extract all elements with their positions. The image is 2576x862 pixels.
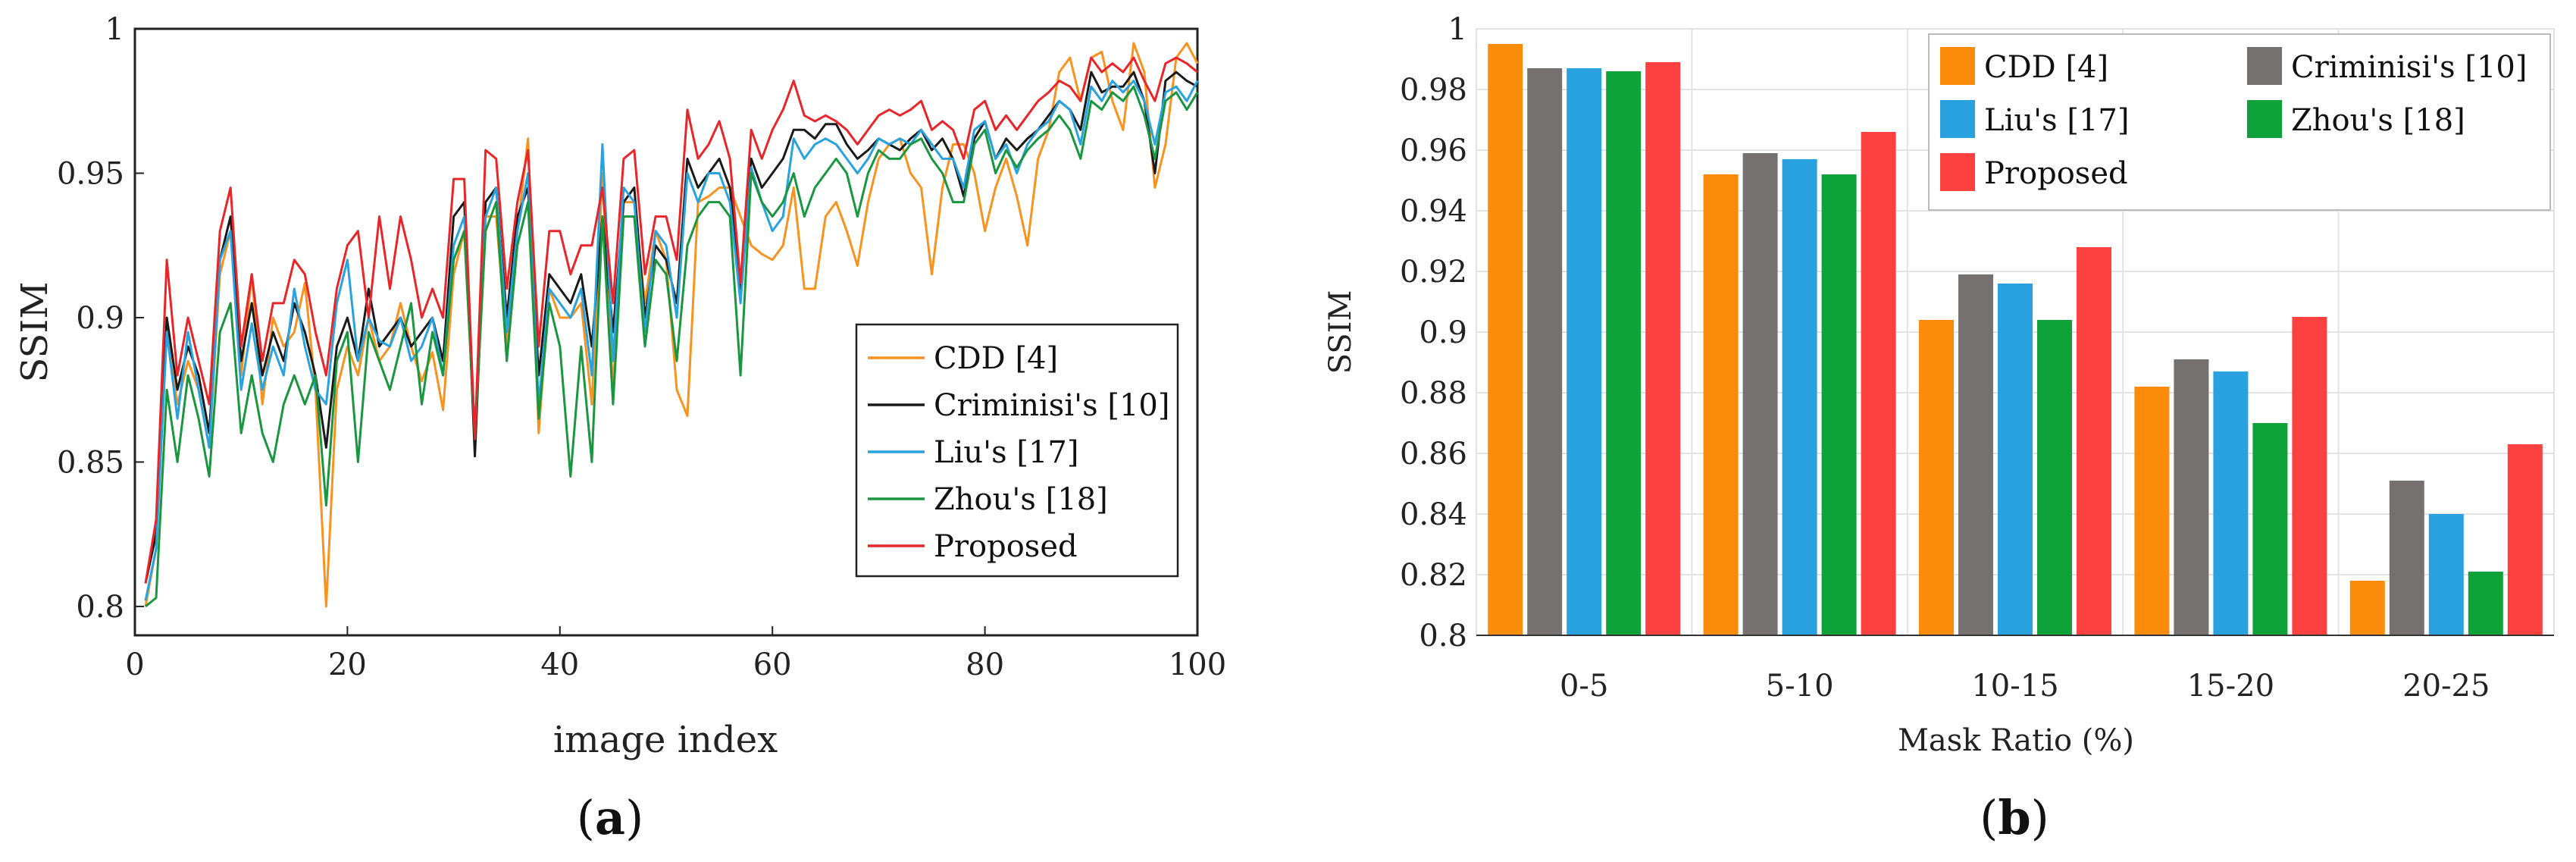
panel-label-a: (a) — [577, 790, 644, 845]
bar-2-3 — [2213, 371, 2249, 635]
legend-label-a: CDD [4] — [934, 341, 1058, 376]
legend-box-a — [855, 323, 1179, 578]
y-tick-label-a: 0.95 — [57, 156, 124, 191]
bar-4-2 — [2077, 247, 2111, 635]
bar-3-3 — [2252, 423, 2288, 635]
x-category-label-b: 0-5 — [1560, 669, 1608, 704]
y-tick-label-a: 1 — [105, 12, 124, 47]
y-tick-label-a: 0.8 — [76, 590, 124, 625]
bar-0-3 — [2134, 387, 2170, 635]
legend-swatch-b — [2247, 100, 2282, 138]
bar-1-4 — [2389, 481, 2424, 635]
series-line-4 — [144, 56, 1198, 584]
legend-b: CDD [4] Criminisi's [10] Liu's [17] Zhou's … — [1928, 33, 2551, 211]
panel-a-line-chart: 0.8 0.85 0.9 0.95 1 0 20 40 60 80 100 SSIM image … — [14, 12, 1226, 845]
legend-label-b: Proposed — [1984, 156, 2128, 191]
y-axis-label-b: SSIM — [1323, 290, 1358, 375]
y-tick-label-a: 0.85 — [57, 445, 124, 480]
bar-4-4 — [2507, 444, 2543, 635]
legend-swatch-b — [2247, 47, 2282, 85]
bar-2-0 — [1567, 68, 1602, 635]
legend-label-b: Zhou's [18] — [2291, 103, 2465, 138]
x-tick-label-a: 0 — [125, 647, 144, 682]
legend-label-b: Criminisi's [10] — [2291, 50, 2527, 85]
bar-0-1 — [1703, 174, 1739, 635]
bar-1-2 — [1958, 274, 1993, 635]
x-category-label-b: 5-10 — [1766, 669, 1834, 704]
x-tick-label-a: 20 — [328, 647, 367, 682]
bar-2-1 — [1782, 159, 1817, 635]
x-category-label-b: 10-15 — [1971, 669, 2058, 704]
bar-3-4 — [2468, 572, 2503, 635]
x-tick-label-a: 40 — [540, 647, 579, 682]
series-line-3 — [145, 85, 1199, 608]
legend-label-a: Liu's [17] — [934, 435, 1078, 470]
bar-2-2 — [1998, 284, 2033, 635]
y-tick-label-b: 0.86 — [1400, 437, 1467, 472]
y-tick-label-a: 0.9 — [76, 301, 124, 336]
bar-0-0 — [1488, 44, 1523, 635]
y-axis-label-a: SSIM — [14, 281, 56, 382]
x-tick-label-a: 80 — [966, 647, 1004, 682]
legend-box-b — [1928, 33, 2551, 211]
x-category-label-b: 15-20 — [2187, 669, 2274, 704]
legend-swatch-b — [1940, 47, 1975, 85]
bar-1-1 — [1742, 153, 1778, 635]
y-tick-label-b: 0.98 — [1400, 73, 1467, 108]
y-tick-label-b: 0.96 — [1400, 133, 1467, 168]
y-tick-label-b: 0.82 — [1400, 558, 1467, 593]
x-axis-label-a: image index — [553, 719, 778, 761]
y-tick-label-b: 0.8 — [1419, 619, 1467, 654]
legend-swatch-b — [1940, 153, 1975, 191]
legend-swatch-b — [1940, 100, 1975, 138]
bar-0-4 — [2349, 581, 2385, 635]
legend-label-b: Liu's [17] — [1984, 103, 2129, 138]
bar-1-3 — [2174, 359, 2209, 635]
legend-label-a: Zhou's [18] — [934, 482, 1108, 517]
bar-3-1 — [1821, 174, 1857, 635]
bar-0-2 — [1919, 320, 1954, 635]
bar-4-1 — [1861, 132, 1896, 635]
legend-a: CDD [4] Criminisi's [10] Liu's [17] Zhou's … — [855, 323, 1179, 578]
y-tick-label-b: 0.9 — [1419, 315, 1467, 350]
legend-label-a: Criminisi's [10] — [934, 388, 1169, 423]
y-tick-label-b: 0.84 — [1400, 497, 1467, 532]
x-axis-label-b: Mask Ratio (%) — [1898, 723, 2134, 758]
y-tick-label-b: 1 — [1448, 12, 1467, 47]
bar-4-3 — [2292, 317, 2327, 635]
bar-2-4 — [2428, 514, 2464, 635]
y-tick-label-b: 0.92 — [1400, 255, 1467, 290]
x-tick-label-a: 100 — [1169, 647, 1226, 682]
bar-4-0 — [1645, 62, 1681, 635]
y-tick-label-b: 0.88 — [1400, 376, 1467, 411]
x-tick-label-a: 60 — [753, 647, 792, 682]
bar-3-2 — [2037, 320, 2072, 635]
bar-3-0 — [1606, 71, 1642, 635]
legend-label-a: Proposed — [934, 529, 1078, 564]
panel-b-bar-chart: 0.80.820.840.860.880.90.920.940.960.981 … — [1323, 12, 2555, 845]
x-category-label-b: 20-25 — [2402, 669, 2490, 704]
panel-label-b: (b) — [1980, 790, 2049, 845]
y-tick-label-b: 0.94 — [1400, 194, 1467, 229]
legend-label-b: CDD [4] — [1984, 50, 2108, 85]
bar-1-0 — [1527, 68, 1563, 635]
